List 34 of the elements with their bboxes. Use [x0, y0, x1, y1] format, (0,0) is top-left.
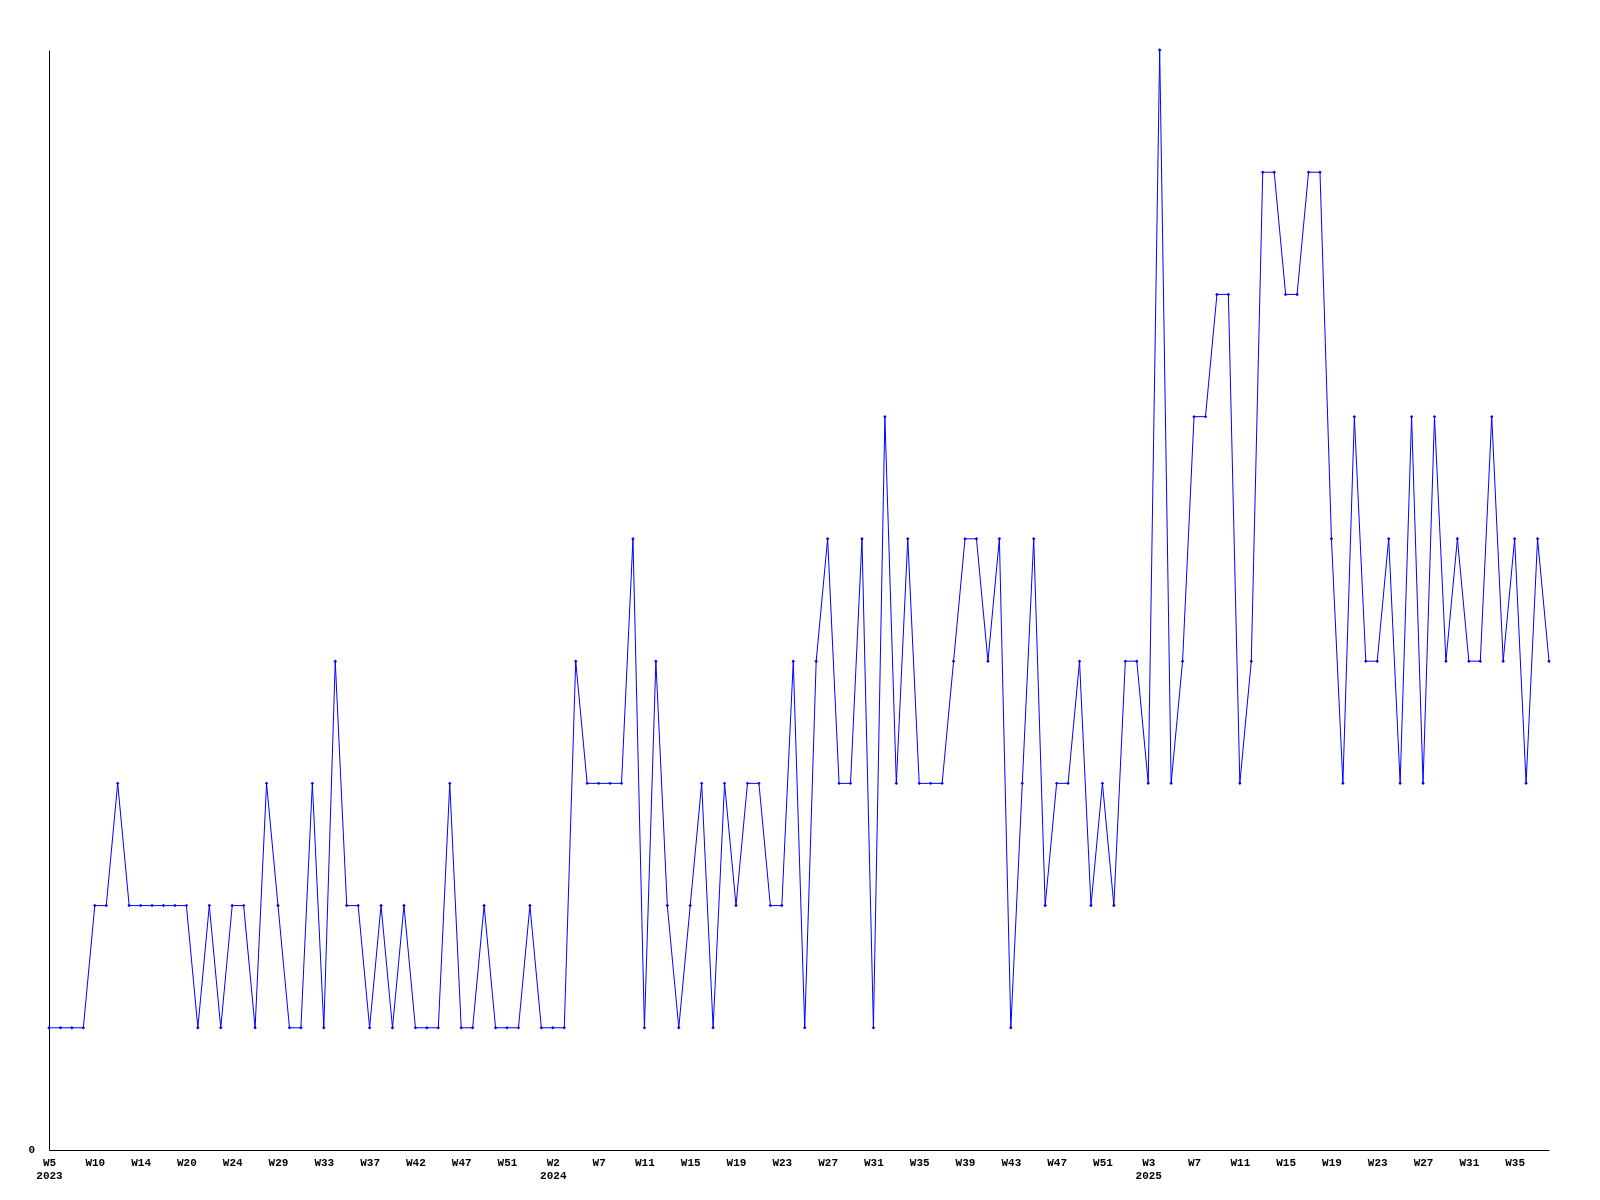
x-tick-label: W10	[85, 1156, 106, 1169]
x-tick-label: W19	[1322, 1156, 1342, 1169]
x-tick-label: W11	[635, 1156, 656, 1169]
x-tick-label: W35	[909, 1156, 931, 1169]
x-tick-label: W51	[1093, 1156, 1114, 1169]
x-tick-label: W47	[1047, 1156, 1068, 1169]
x-tick-label: W7	[1187, 1156, 1202, 1169]
x-tick-label: W5 2023	[36, 1156, 64, 1182]
x-tick-label: W39	[955, 1156, 976, 1169]
x-tick-label: W14	[131, 1156, 152, 1169]
x-tick-label: W23	[1367, 1156, 1389, 1169]
x-tick-label: W47	[451, 1156, 472, 1169]
x-tick-label: W31	[1459, 1156, 1480, 1169]
x-tick-label: W19	[726, 1156, 747, 1169]
x-tick-label: W35	[1505, 1156, 1526, 1169]
x-tick-label: W37	[360, 1156, 381, 1169]
x-tick-label: W15	[680, 1156, 702, 1169]
text: 0	[28, 1144, 35, 1156]
x-tick-label: W2 2024	[540, 1156, 567, 1182]
x-tick-label: W33	[314, 1156, 335, 1169]
x-tick-label: W24	[222, 1156, 243, 1169]
x-tick-label: W11	[1230, 1156, 1251, 1169]
x-tick-label: W27	[1413, 1156, 1434, 1169]
x-tick-label: W29	[268, 1156, 289, 1169]
x-tick-label: W31	[864, 1156, 885, 1169]
x-tick-label: W42	[406, 1156, 426, 1169]
x-tick-label: W7	[592, 1156, 606, 1169]
x-tick-label: W20	[177, 1156, 197, 1169]
x-tick-label: W51	[497, 1156, 518, 1169]
x-tick-label: W23	[772, 1156, 793, 1169]
x-tick-label: W15	[1276, 1156, 1297, 1169]
x-tick-label: W27	[818, 1156, 839, 1169]
x-tick-label: W43	[1001, 1156, 1022, 1169]
x-tick-label: W3 2025	[1135, 1156, 1163, 1182]
